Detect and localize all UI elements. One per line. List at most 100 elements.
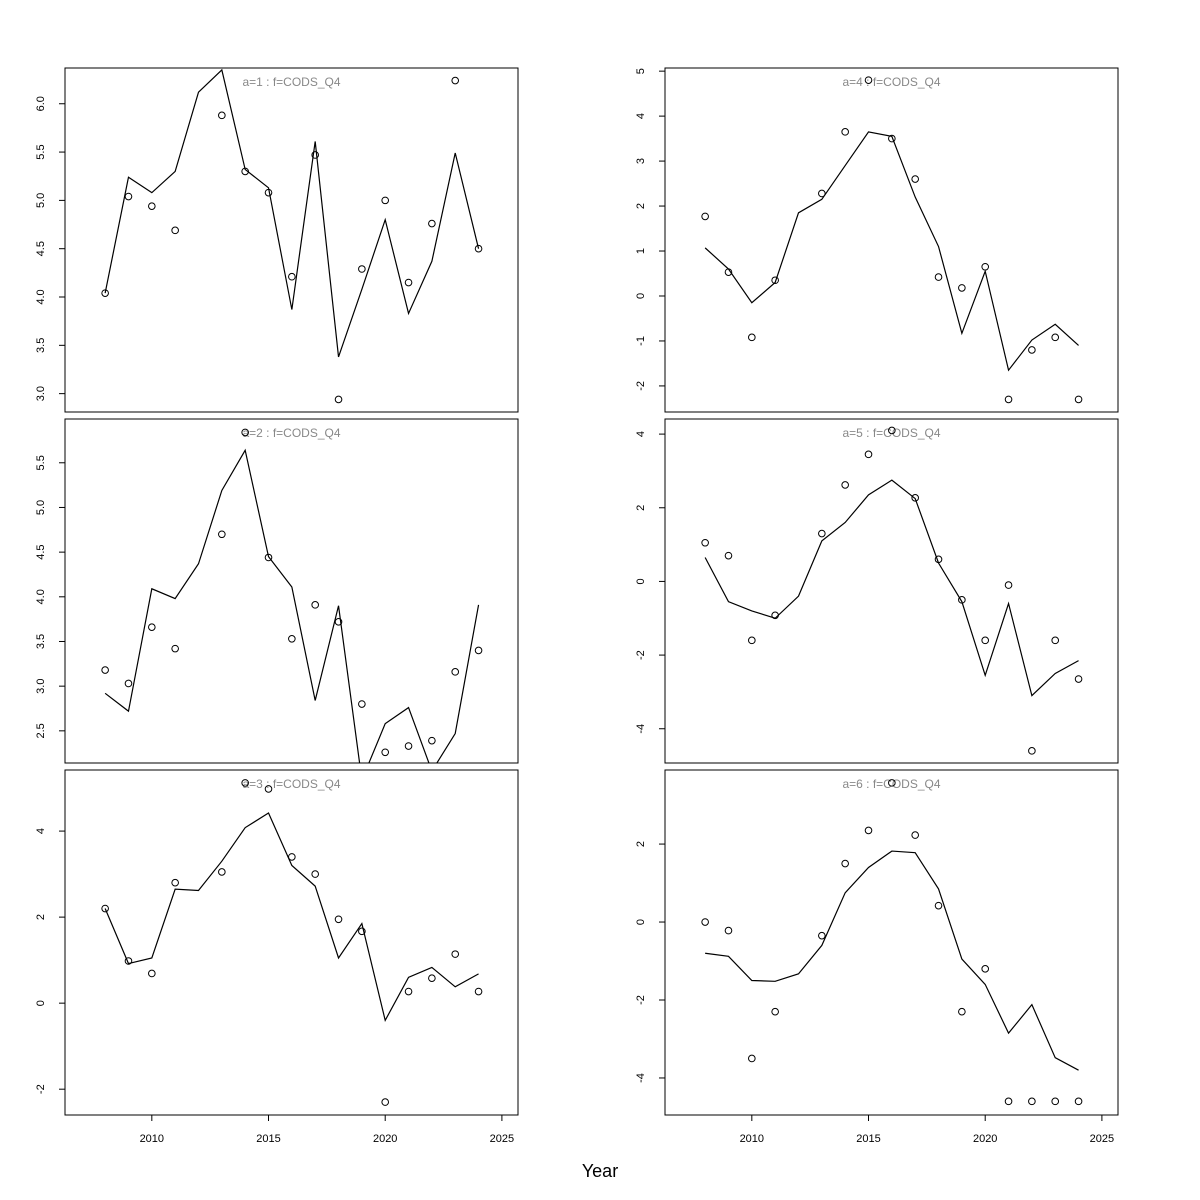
y-tick-label: 4 [635, 431, 647, 437]
data-point [724, 268, 733, 276]
panel-title: a=2 : f=CODS_Q4 [242, 426, 340, 440]
data-point [311, 151, 319, 159]
y-tick-label: 0 [35, 1000, 47, 1006]
data-point [864, 826, 873, 835]
y-tick-label: 0 [635, 293, 647, 299]
data-point [841, 481, 849, 489]
data-point [218, 530, 226, 539]
plot-frame [64, 67, 519, 413]
data-line [704, 479, 1079, 697]
data-point [724, 551, 733, 560]
data-point [1004, 1097, 1013, 1106]
data-point [934, 901, 943, 910]
data-point [1051, 333, 1060, 342]
data-line [104, 68, 480, 358]
data-point [748, 333, 756, 342]
data-point [358, 700, 366, 708]
data-point [1074, 1097, 1083, 1106]
panel: a=4 : f=CODS_Q4 -2 -1 0 1 2 3 4 5 [635, 67, 1119, 413]
y-tick-label: 2.5 [35, 723, 47, 738]
data-point [888, 426, 896, 435]
data-point [958, 596, 966, 604]
data-point [218, 868, 226, 876]
data-point [381, 1098, 390, 1106]
x-tick-label: 2015 [256, 1133, 280, 1145]
y-tick-label: 0 [635, 578, 647, 584]
data-point [934, 273, 943, 281]
data-point [148, 202, 156, 210]
data-point [1028, 747, 1036, 755]
data-point [404, 278, 413, 287]
y-tick-label: 5.5 [35, 455, 47, 470]
y-tick-label: 3.0 [35, 679, 47, 694]
data-point [381, 196, 390, 205]
data-point [911, 831, 919, 839]
data-line [705, 850, 1079, 1071]
data-point [981, 262, 990, 271]
plot-area [704, 131, 1079, 372]
data-point [288, 635, 296, 643]
data-point [701, 538, 709, 547]
data-point [1028, 346, 1036, 354]
y-tick-label: -2 [635, 995, 647, 1005]
y-tick-label: -2 [635, 650, 647, 660]
y-tick-label: -1 [635, 336, 647, 346]
x-tick-label: 2020 [373, 1133, 397, 1145]
data-point [264, 785, 273, 793]
x-tick-label: 2010 [740, 1133, 764, 1145]
plot-frame [664, 418, 1119, 764]
panel: a=1 : f=CODS_Q4 3.0 3.5 4.0 4.5 5.0 5.5 6.0 [35, 67, 519, 413]
data-point [818, 931, 826, 940]
y-tick-label: 2 [635, 203, 647, 209]
data-point [101, 666, 109, 674]
panel-title: a=3 : f=CODS_Q4 [242, 777, 340, 791]
y-tick-label: 5.0 [35, 193, 47, 208]
panel-title: a=1 : f=CODS_Q4 [242, 75, 340, 89]
data-point [1004, 581, 1013, 589]
y-tick-label: 2 [35, 914, 47, 920]
data-point [958, 284, 966, 292]
data-point [864, 76, 873, 84]
data-point [241, 167, 249, 176]
plot-area [104, 68, 480, 358]
plot-area [705, 850, 1079, 1071]
y-tick-label: 4 [635, 113, 647, 119]
data-point [241, 779, 249, 787]
data-point [124, 679, 133, 688]
data-point [334, 395, 343, 404]
data-point [358, 265, 366, 273]
data-point [451, 950, 460, 958]
data-point [748, 636, 756, 645]
data-point [171, 878, 179, 887]
y-tick-label: 4.0 [35, 289, 47, 304]
data-point [101, 289, 109, 297]
data-point [451, 76, 460, 85]
data-point [288, 853, 296, 861]
panel-title: a=4 : f=CODS_Q4 [842, 75, 940, 89]
y-tick-label: -4 [635, 1073, 647, 1083]
y-tick-label: -2 [35, 1084, 47, 1094]
data-point [1051, 1097, 1060, 1106]
y-tick-label: 3.0 [35, 386, 47, 401]
data-point [334, 618, 343, 626]
data-point [428, 974, 436, 983]
data-point [701, 212, 709, 221]
x-tick-label: 2025 [1090, 1133, 1114, 1145]
data-point [474, 646, 483, 655]
x-tick-label: 2015 [856, 1133, 880, 1145]
data-point [381, 748, 390, 757]
data-point [748, 1054, 756, 1063]
x-tick-label: 2020 [973, 1133, 997, 1145]
plot-frame [664, 769, 1119, 1116]
panel: a=6 : f=CODS_Q4 -4 -2 0 2 2010 2015 2020 2025 [635, 769, 1119, 1145]
data-point [101, 904, 109, 913]
y-tick-label: 3.5 [35, 338, 47, 353]
data-point [148, 623, 156, 631]
data-point [311, 870, 319, 878]
data-point [311, 601, 319, 609]
data-point [888, 134, 896, 143]
data-point [771, 276, 779, 285]
x-tick-label: 2010 [140, 1133, 164, 1145]
y-tick-label: 2 [635, 841, 647, 847]
data-point [451, 668, 460, 676]
